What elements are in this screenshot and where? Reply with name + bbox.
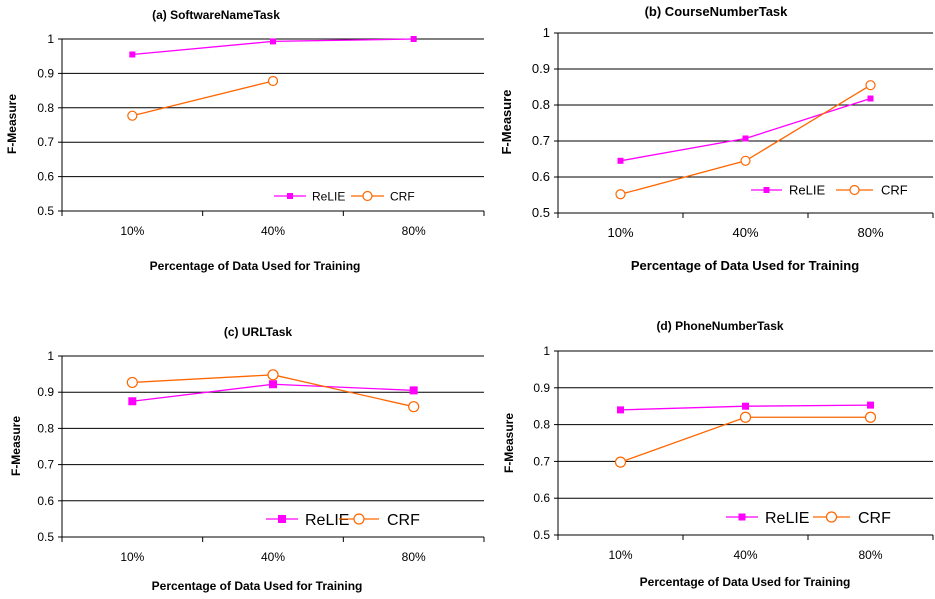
y-tick-label: 0.8 [532,97,550,112]
y-tick-label: 0.6 [532,169,550,184]
x-tick-label: 10% [608,548,632,562]
y-tick-label: 0.7 [533,454,550,468]
plot-area [62,39,484,211]
legend-marker-crf [353,513,365,525]
data-point-relie [409,386,418,395]
data-point-crf [740,155,751,166]
plot-area [558,33,933,213]
y-tick-label: 0.5 [533,528,550,542]
y-tick-label: 0.9 [533,381,550,395]
chart-panel-0: 0.5 0.6 0.7 0.8 0.9 1 10% 40% 80% ReLIE CRF (a) Sof… [5,8,485,273]
y-axis-label: F-Measure [499,89,514,154]
y-tick-label: 0.6 [533,491,550,505]
y-tick-label: 1 [543,344,550,358]
legend-marker-crf [849,184,860,196]
data-point-relie [742,402,749,410]
x-axis-label: Percentage of Data Used for Training [152,579,363,593]
y-tick-label: 0.5 [532,205,550,220]
chart-title: (c) URLTask [224,325,293,339]
y-tick-label: 0.5 [37,530,54,544]
y-tick-label: 0.8 [533,418,550,432]
chart-title: (b) CourseNumberTask [645,4,789,19]
data-point-relie [129,51,136,58]
y-tick-label: 0.8 [37,421,54,435]
x-tick-label: 40% [261,224,285,238]
chart-title: (a) SoftwareNameTask [152,8,280,22]
y-tick-label: 0.7 [532,133,550,148]
legend-label-relie: ReLIE [789,183,825,198]
legend-marker-crf [825,511,838,523]
y-tick-label: 0.9 [532,61,550,76]
data-point-crf [615,189,626,200]
y-tick-label: 0.8 [37,101,54,115]
y-tick-label: 1 [47,32,54,46]
chart-title: (d) PhoneNumberTask [656,319,783,333]
data-point-relie [270,38,276,45]
legend-marker-relie [287,193,293,199]
data-point-crf [864,411,877,423]
y-axis-label: F-Measure [9,416,23,476]
legend-label-relie: ReLIE [765,510,809,527]
legend-label-relie: ReLIE [305,512,349,529]
x-tick-label: 40% [732,225,758,240]
x-tick-label: 80% [858,548,882,562]
data-point-relie [867,95,874,102]
chart-panel-1: 0.5 0.6 0.7 0.8 0.9 1 10% 40% 80% ReLIE CRF (b) Cou… [499,4,934,273]
data-point-relie [867,401,874,409]
legend-marker-relie [738,513,746,521]
data-point-crf [614,456,627,468]
data-point-crf [408,401,420,413]
data-point-crf [126,376,138,389]
x-tick-label: 40% [733,548,757,562]
chart-panel-2: 0.5 0.6 0.7 0.8 0.9 1 10% 40% 80% ReLIE CRF (c) URL… [9,325,485,593]
data-point-relie [617,157,624,164]
data-point-crf [127,110,138,121]
y-tick-label: 0.6 [37,170,54,184]
legend-label-relie: ReLIE [312,189,345,203]
y-tick-label: 0.9 [37,66,54,80]
legend-label-crf: CRF [390,189,415,203]
series-line-crf [132,80,274,117]
plot-area [558,351,933,535]
y-axis-label: F-Measure [5,94,19,154]
x-axis-label: Percentage of Data Used for Training [631,258,859,273]
data-point-crf [865,80,876,91]
y-tick-label: 1 [47,349,54,363]
x-tick-label: 10% [120,224,144,238]
data-point-crf [739,411,752,423]
x-tick-label: 10% [120,550,144,564]
y-tick-label: 0.7 [37,135,54,149]
x-tick-label: 80% [402,224,426,238]
y-tick-label: 0.6 [37,494,54,508]
x-axis-label: Percentage of Data Used for Training [640,575,851,589]
x-tick-label: 80% [857,225,883,240]
x-tick-label: 10% [607,225,633,240]
data-point-crf [267,75,279,87]
y-tick-label: 0.7 [37,458,54,472]
y-tick-label: 0.5 [37,204,54,218]
legend-label-crf: CRF [858,510,891,527]
x-axis-label: Percentage of Data Used for Training [150,259,361,273]
legend-label-crf: CRF [881,183,908,198]
legend-marker-relie [763,187,770,193]
x-tick-label: 80% [402,550,426,564]
chart-panel-3: 0.5 0.6 0.7 0.8 0.9 1 10% 40% 80% ReLIE CRF (d) Pho… [502,319,934,589]
data-point-crf [267,369,279,381]
y-axis-label: F-Measure [502,413,516,473]
data-point-relie [410,36,417,42]
legend-marker-crf [362,190,373,202]
data-point-relie [742,135,749,142]
y-tick-label: 0.9 [37,385,54,399]
y-tick-label: 1 [543,25,550,40]
legend-marker-relie [278,515,286,523]
x-tick-label: 40% [261,550,285,564]
data-point-relie [128,397,137,406]
data-point-relie [269,380,277,389]
data-point-relie [617,406,624,414]
legend-label-crf: CRF [387,512,420,529]
